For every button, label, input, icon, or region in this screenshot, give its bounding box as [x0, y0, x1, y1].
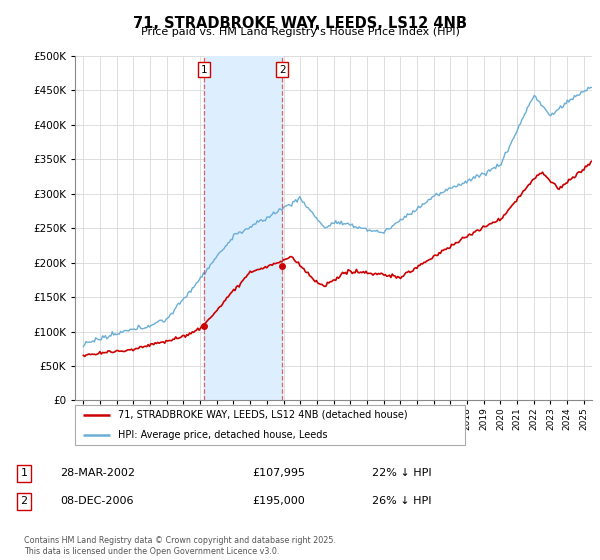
Text: £107,995: £107,995 — [252, 468, 305, 478]
Text: 28-MAR-2002: 28-MAR-2002 — [60, 468, 135, 478]
Text: 26% ↓ HPI: 26% ↓ HPI — [372, 496, 431, 506]
Text: 08-DEC-2006: 08-DEC-2006 — [60, 496, 133, 506]
Text: £195,000: £195,000 — [252, 496, 305, 506]
Bar — [204, 56, 282, 400]
Text: Price paid vs. HM Land Registry's House Price Index (HPI): Price paid vs. HM Land Registry's House … — [140, 27, 460, 37]
Text: 71, STRADBROKE WAY, LEEDS, LS12 4NB: 71, STRADBROKE WAY, LEEDS, LS12 4NB — [133, 16, 467, 31]
Text: 2: 2 — [279, 65, 286, 75]
Text: 2: 2 — [20, 496, 28, 506]
Text: 1: 1 — [200, 65, 207, 75]
Text: HPI: Average price, detached house, Leeds: HPI: Average price, detached house, Leed… — [118, 430, 328, 440]
Text: 22% ↓ HPI: 22% ↓ HPI — [372, 468, 431, 478]
Text: 1: 1 — [20, 468, 28, 478]
Text: 71, STRADBROKE WAY, LEEDS, LS12 4NB (detached house): 71, STRADBROKE WAY, LEEDS, LS12 4NB (det… — [118, 410, 407, 420]
Text: Contains HM Land Registry data © Crown copyright and database right 2025.
This d: Contains HM Land Registry data © Crown c… — [24, 536, 336, 556]
